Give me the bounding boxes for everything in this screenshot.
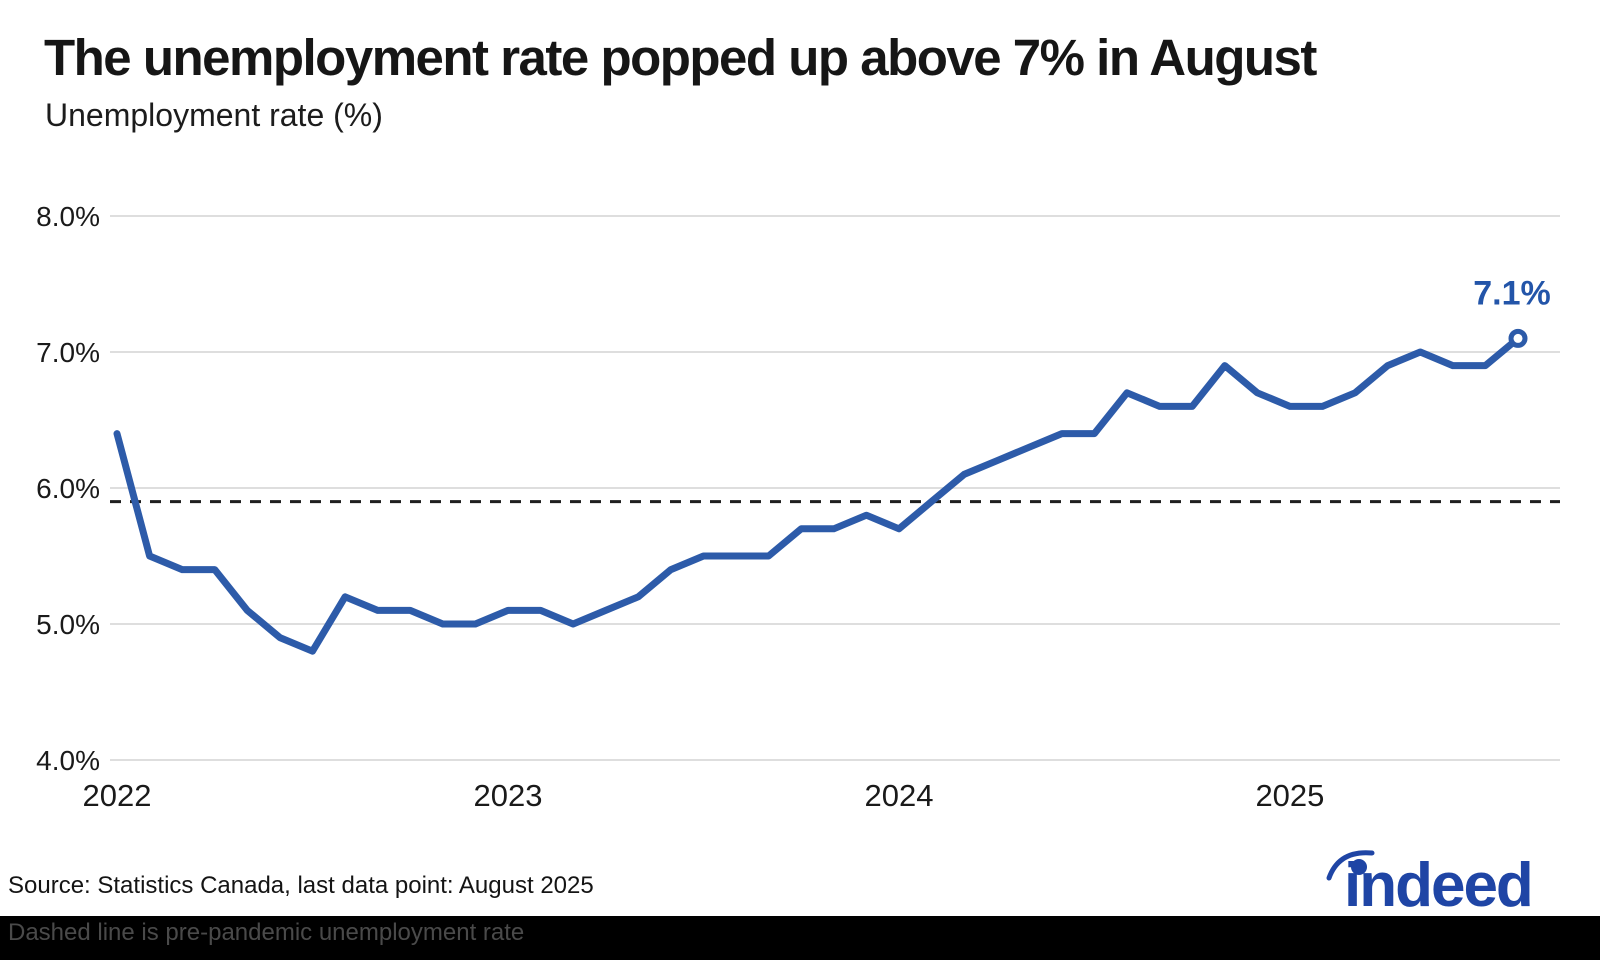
x-tick-label: 2023	[473, 778, 542, 813]
gridlines	[110, 215, 1560, 761]
last-point-marker	[1508, 328, 1528, 348]
x-tick-label: 2024	[864, 778, 933, 813]
y-tick-label: 8.0%	[36, 201, 100, 232]
logo-swoosh-icon	[1326, 850, 1375, 881]
caption-bar: Dashed line is pre-pandemic unemployment…	[0, 916, 1600, 960]
chart-subtitle: Unemployment rate (%)	[45, 97, 383, 133]
x-tick-label: 2025	[1255, 778, 1324, 813]
logo-i-dot	[1351, 859, 1367, 875]
y-tick-label: 6.0%	[36, 473, 100, 504]
y-tick-label: 4.0%	[36, 745, 100, 776]
chart-title: The unemployment rate popped up above 7%…	[44, 29, 1317, 86]
y-tick-label: 7.0%	[36, 337, 100, 368]
y-axis-labels: 8.0% 7.0% 6.0% 5.0% 4.0%	[36, 201, 100, 776]
logo-wordmark: indeed	[1344, 851, 1532, 916]
source-note: Source: Statistics Canada, last data poi…	[8, 872, 594, 899]
x-tick-label: 2022	[83, 778, 152, 813]
caption-text: Dashed line is pre-pandemic unemployment…	[8, 919, 525, 946]
x-axis-labels: 2022 2023 2024 2025	[83, 778, 1325, 813]
trend-line	[113, 334, 1522, 655]
indeed-logo: indeed	[1326, 850, 1534, 916]
annotation-label: 7.1%	[1473, 274, 1551, 312]
y-tick-label: 5.0%	[36, 609, 100, 640]
